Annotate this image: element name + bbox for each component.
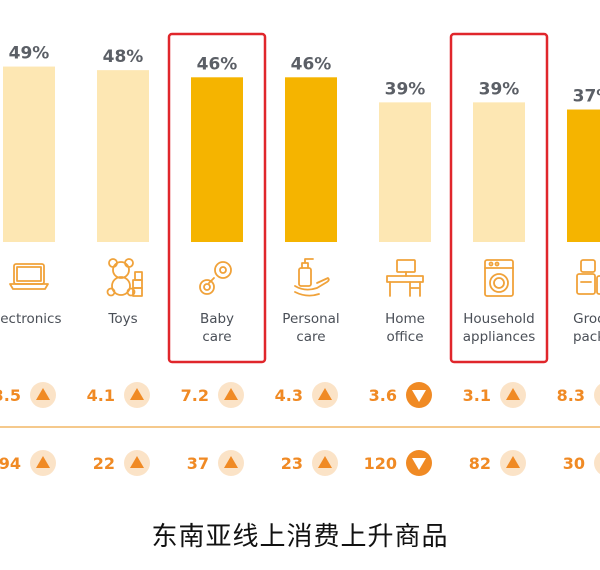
highlight-box-baby-care (167, 32, 267, 364)
hand-soap-icon (294, 258, 330, 297)
row2-value-electronics: 94 (0, 454, 21, 473)
value-label-home-office: 39% (385, 79, 426, 99)
value-label-baby-care: 46% (197, 54, 238, 74)
up-triangle-icon (312, 450, 338, 476)
up-triangle-icon (218, 382, 244, 408)
desk-computer-icon (386, 259, 424, 297)
category-label-personal-care: Personal care (282, 311, 339, 345)
row2-value-toys: 22 (93, 454, 115, 473)
row1-value-household-appliances: 3.1 (463, 386, 491, 405)
category-label-electronics: lectronics (0, 311, 62, 327)
value-label-personal-care: 46% (291, 54, 332, 74)
up-triangle-icon (218, 450, 244, 476)
up-triangle-icon (500, 382, 526, 408)
row1-value-baby-care: 7.2 (181, 386, 209, 405)
up-triangle-icon (594, 452, 600, 474)
bar-household-appliances (473, 102, 525, 243)
category-label-baby-care: Baby care (200, 311, 234, 345)
bar-toys (97, 70, 149, 242)
row2-value-home-office: 120 (364, 454, 397, 473)
bar-baby-care (191, 77, 243, 242)
up-triangle-icon (30, 450, 56, 476)
highlight-boxes (167, 32, 549, 364)
grocery-icon (576, 259, 600, 295)
down-triangle-icon (406, 450, 432, 476)
pacifier-icon (199, 261, 232, 295)
bar-chart: 49% 48% 46% 46% 39% 39% 37% lectronics Toys Baby… (0, 32, 600, 476)
bar-personal-care (285, 77, 337, 242)
row1-value-personal-care: 4.3 (275, 386, 303, 405)
row1-value-grocery-packaged: 8.3 (557, 386, 585, 405)
bar-grocery-packaged (567, 109, 600, 242)
category-icons (9, 258, 600, 297)
chart-caption: 东南亚线上消费上升商品 (151, 522, 449, 552)
row1-value-home-office: 3.6 (369, 386, 397, 405)
row2-value-personal-care: 23 (281, 454, 303, 473)
washing-machine-icon (484, 259, 514, 297)
up-triangle-icon (124, 382, 150, 408)
laptop-icon (9, 263, 49, 290)
category-label-home-office: Home office (385, 311, 425, 345)
category-labels: lectronics Toys Baby care Personal care Home of… (0, 311, 600, 345)
teddy-bear-icon (106, 258, 143, 297)
bar-electronics (3, 66, 55, 242)
row2-value-baby-care: 37 (187, 454, 209, 473)
down-triangle-icon (406, 382, 432, 408)
row2-value-grocery-packaged: 30 (563, 454, 585, 473)
category-label-household-appliances: Household appliances (463, 311, 536, 345)
row2-value-household-appliances: 82 (469, 454, 491, 473)
value-label-household-appliances: 39% (479, 79, 520, 99)
up-triangle-icon (594, 384, 600, 406)
value-labels: 49% 48% 46% 46% 39% 39% 37% (9, 44, 600, 107)
bars (3, 66, 600, 243)
metric-row-2: 94 22 37 23 120 82 30 (0, 450, 600, 476)
up-triangle-icon (312, 382, 338, 408)
metric-row-1: 3.5 4.1 7.2 4.3 3.6 3.1 8.3 (0, 382, 600, 408)
up-triangle-icon (30, 382, 56, 408)
value-label-grocery-packaged: 37% (573, 87, 600, 107)
row1-value-electronics: 3.5 (0, 386, 21, 405)
up-triangle-icon (124, 450, 150, 476)
value-label-electronics: 49% (9, 44, 50, 64)
row1-value-toys: 4.1 (87, 386, 115, 405)
bar-home-office (379, 102, 431, 243)
category-label-toys: Toys (107, 311, 137, 327)
category-label-grocery-packaged: Grocepacka (573, 311, 600, 345)
value-label-toys: 48% (103, 47, 144, 67)
up-triangle-icon (500, 450, 526, 476)
highlight-box-household-appliances (449, 32, 549, 364)
